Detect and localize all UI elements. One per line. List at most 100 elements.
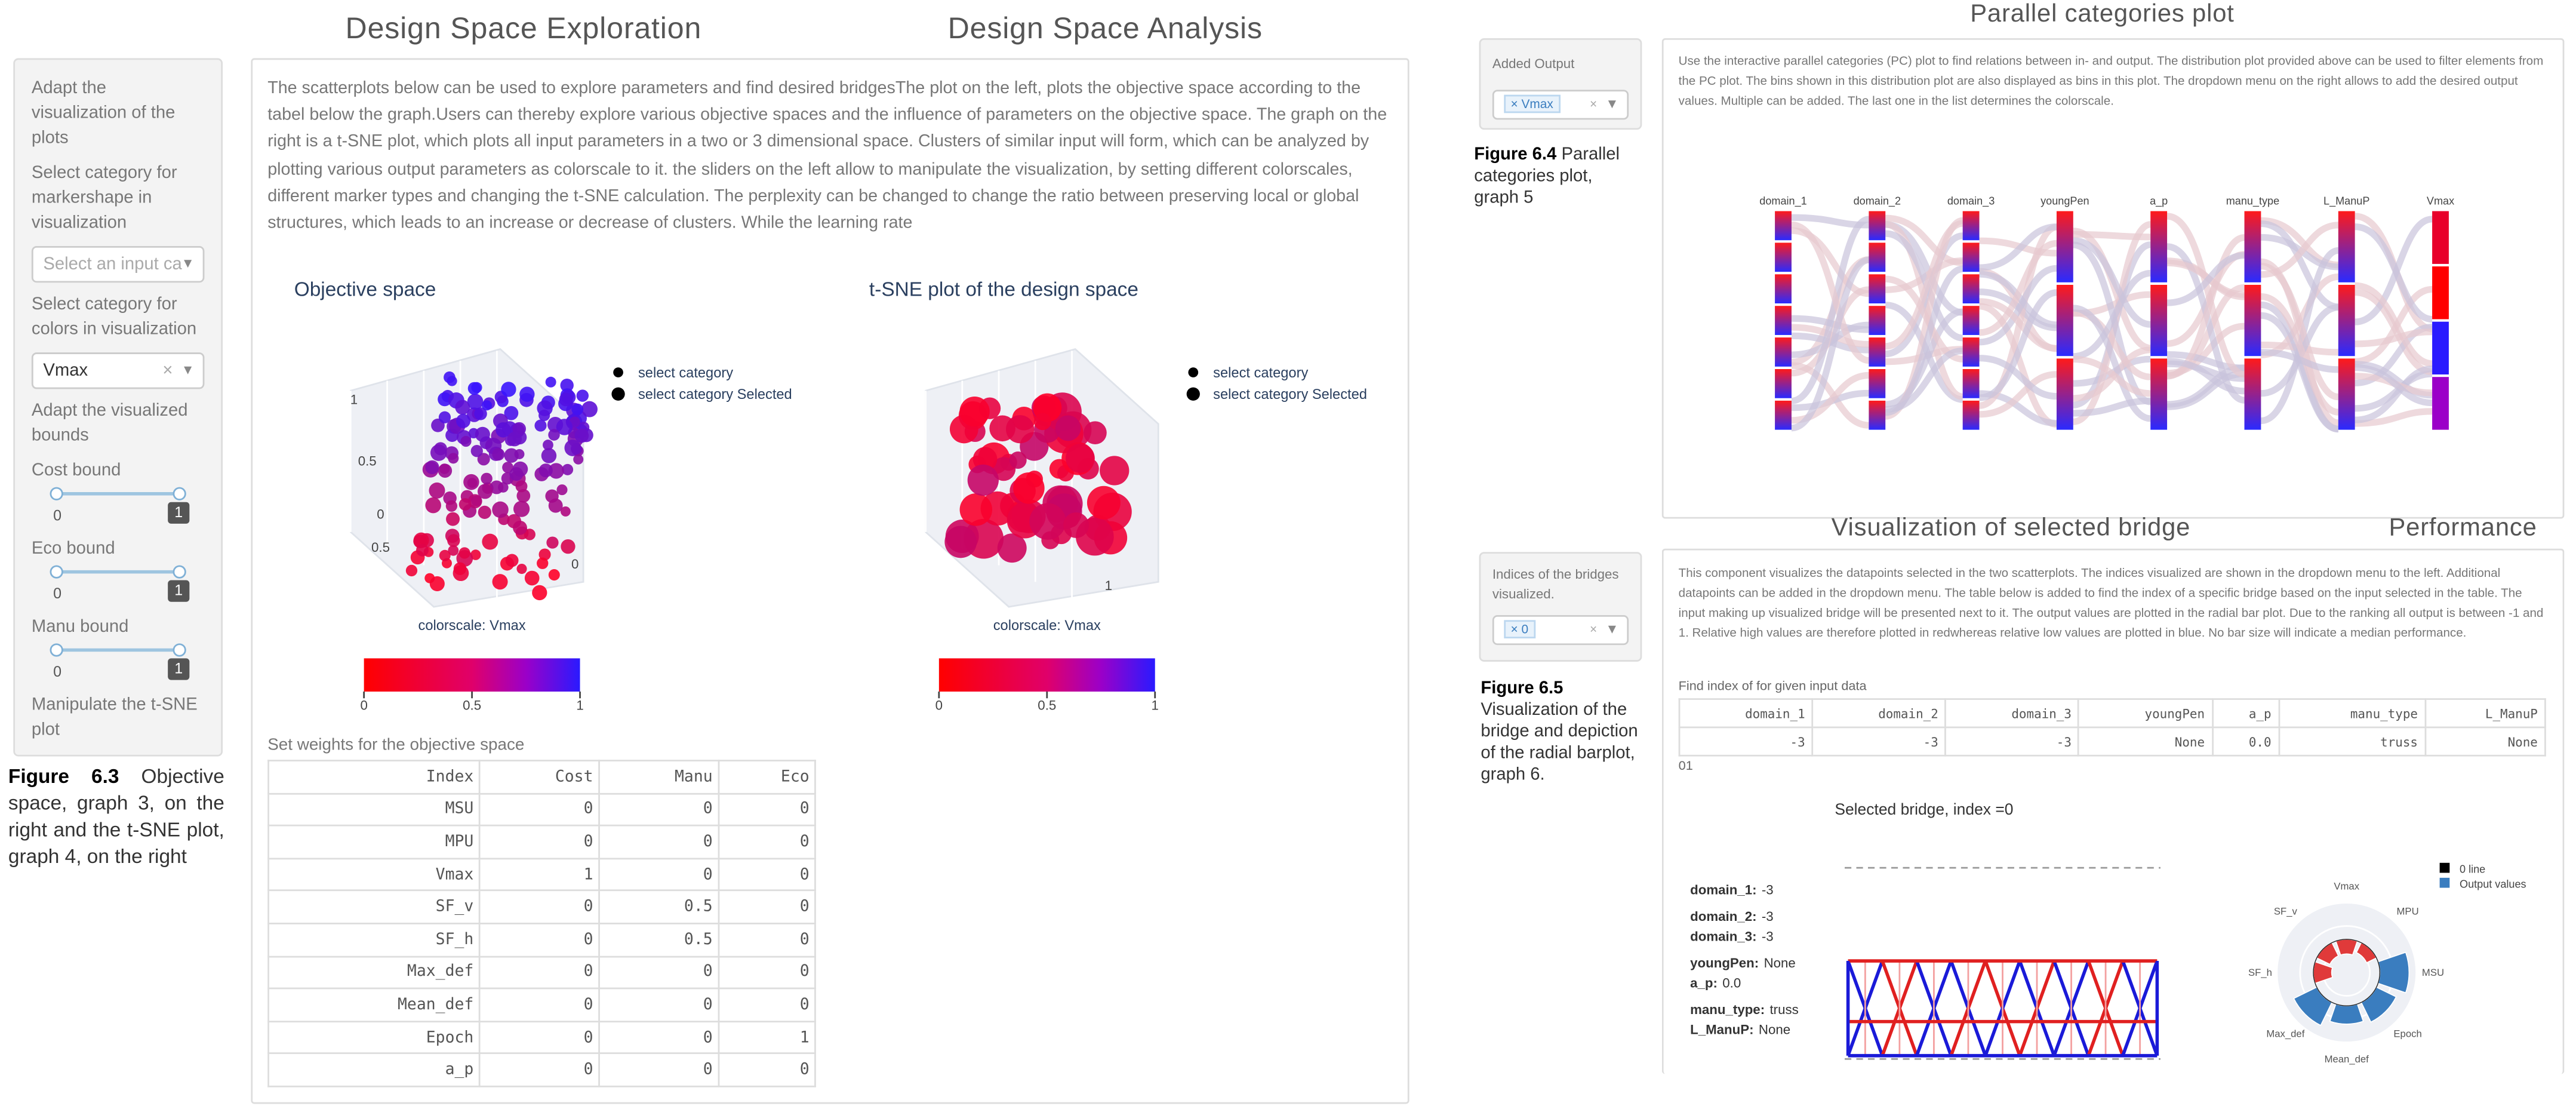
table-cell: 0.5 xyxy=(598,922,719,957)
table-row: Vmax 1 0 0 xyxy=(267,857,816,892)
property-key: a_p: xyxy=(1690,976,1718,991)
slider-min: 0 xyxy=(53,507,62,524)
scatter-point-decoration xyxy=(467,394,484,410)
ribbon-decoration xyxy=(1978,239,2057,336)
index-selector: Indices of the bridges visualized. × 0 × ▼ xyxy=(1479,552,1642,662)
colorbar-tick-label: 0.5 xyxy=(1038,698,1056,713)
scatter-plots: Objective space 1 0.5 0 0.5 0 select category s… xyxy=(294,279,1367,713)
label: Adapt the visualization of the plots xyxy=(31,78,176,148)
column-header: domain_3 xyxy=(1944,698,2080,729)
axis-label: L_ManuP xyxy=(2323,195,2369,207)
ribbon-decoration xyxy=(2261,222,2339,278)
table-row: -3 -3 -3 None 0.0 truss None xyxy=(1678,726,2546,757)
column-header: Index xyxy=(267,760,481,794)
label: Select category for colors in visualizat… xyxy=(31,294,197,339)
scatter-point-decoration xyxy=(447,534,460,547)
scatter-point-decoration xyxy=(478,505,491,520)
polar-label: Vmax xyxy=(2334,880,2359,892)
table-cell: 0 xyxy=(718,922,816,957)
column-header: domain_2 xyxy=(1811,698,1947,729)
input-table: domain_1 domain_2 domain_3 youngPen a_p manu_… xyxy=(1678,698,2546,757)
table-cell: 0 xyxy=(598,792,719,827)
scatter-point-decoration xyxy=(513,500,530,517)
ribbon-decoration xyxy=(2260,220,2339,311)
axis-label: youngPen xyxy=(2041,195,2089,207)
slider-min: 0 xyxy=(53,663,62,680)
scatter-point-decoration xyxy=(492,574,508,590)
clear[interactable]: × xyxy=(162,361,173,381)
column-header: domain_1 xyxy=(1678,698,1814,729)
scatter-point-decoration xyxy=(534,419,547,432)
scatter-point-decoration xyxy=(574,428,589,443)
category-bar xyxy=(1869,306,1886,335)
caption-number: Figure 6.5 xyxy=(1481,678,1564,699)
table-cell: 0 xyxy=(718,825,816,859)
table-cell: Max_def xyxy=(267,955,481,990)
scatter-point-decoration xyxy=(446,512,460,526)
table-cell: 0 xyxy=(718,857,816,892)
dropdown[interactable]: Select an input ca ▼ xyxy=(31,246,205,283)
polar-label: MSU xyxy=(2422,967,2444,978)
property-value: truss xyxy=(1769,1002,1799,1018)
slider-handle xyxy=(173,565,186,579)
polar-label: Max_def xyxy=(2266,1028,2304,1039)
table-cell: 0 xyxy=(478,922,600,957)
axis-label: domain_2 xyxy=(1854,195,1901,207)
table-cell: 0 xyxy=(718,1053,816,1088)
scatter-point-decoration xyxy=(470,445,483,457)
colorscale-label: colorscale: Vmax xyxy=(993,618,1101,634)
table-cell: truss xyxy=(2278,726,2426,757)
scatter-point-decoration xyxy=(477,484,493,499)
column-header: Cost xyxy=(478,760,600,794)
ribbon-decoration xyxy=(2073,237,2151,328)
column-header: a_p xyxy=(2211,698,2280,729)
scatter-point-decoration xyxy=(543,440,553,451)
sidebar: Adapt the visualization of the plots Sel… xyxy=(13,58,223,757)
description: This component visualizes the datapoints… xyxy=(1678,565,2544,640)
scatter-point-decoration xyxy=(1055,415,1081,441)
category-bar xyxy=(1775,306,1792,335)
category-bar xyxy=(1869,369,1886,398)
category-bar xyxy=(1775,274,1792,304)
slider-track xyxy=(56,570,180,574)
category-bar xyxy=(2150,284,2168,357)
table-cell: 0 xyxy=(598,988,719,1022)
selected-tag[interactable]: × 0 xyxy=(1504,620,1535,638)
table-cell: -3 xyxy=(1944,726,2080,757)
clear[interactable]: × xyxy=(1590,622,1598,637)
colorbar-tick-label: 0 xyxy=(935,698,943,713)
scatter-point-decoration xyxy=(492,501,509,518)
selected-tag[interactable]: × Vmax xyxy=(1504,94,1560,113)
slider-handle xyxy=(173,643,186,657)
table-cell: MSU xyxy=(267,792,481,827)
dropdown[interactable]: Vmax × ▼ xyxy=(31,352,205,389)
property-list: domain_1: -3 domain_2: -3 domain_3: -3 youngPe… xyxy=(1690,881,1799,1040)
dropdown[interactable]: × Vmax × ▼ xyxy=(1492,90,1629,120)
scatter-point-decoration xyxy=(439,549,451,561)
category-bar xyxy=(2432,321,2449,375)
arrow: ▼ xyxy=(181,362,195,377)
ribbon-decoration xyxy=(1791,256,1870,432)
polar-label: SF_h xyxy=(2248,967,2272,978)
output-selector: Added Output × Vmax × ▼ xyxy=(1479,38,1642,130)
scatter-point-decoration xyxy=(997,533,1027,563)
column-header: L_ManuP xyxy=(2424,698,2546,729)
ribbon-decoration xyxy=(1885,220,1963,350)
scatter-point-decoration xyxy=(448,545,459,556)
slider-max: 1 xyxy=(168,658,190,680)
scatter-point-decoration xyxy=(524,570,540,586)
slider-label: Manu bound xyxy=(31,616,129,637)
clear[interactable]: × xyxy=(1590,96,1598,112)
dropdown[interactable]: × 0 × ▼ xyxy=(1492,615,1629,646)
category-bar xyxy=(1869,274,1886,304)
arrow: ▼ xyxy=(1605,96,1619,112)
slider-group: Cost bound 0 1 Eco bound 0 1 Manu bound 0 1 xyxy=(32,459,205,686)
scatter-point-decoration xyxy=(1087,486,1121,520)
category-bar xyxy=(2244,284,2261,357)
category-bar xyxy=(1962,337,1980,367)
table-cell: 0 xyxy=(598,825,719,859)
